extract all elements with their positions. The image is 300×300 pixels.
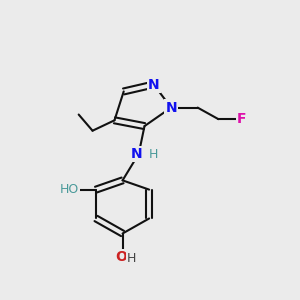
Text: H: H [127,252,136,265]
Text: H: H [148,148,158,161]
Text: F: F [237,112,246,126]
Text: N: N [148,77,160,92]
Text: HO: HO [60,183,79,196]
Text: N: N [130,147,142,161]
Text: O: O [116,250,127,264]
Text: N: N [165,100,177,115]
